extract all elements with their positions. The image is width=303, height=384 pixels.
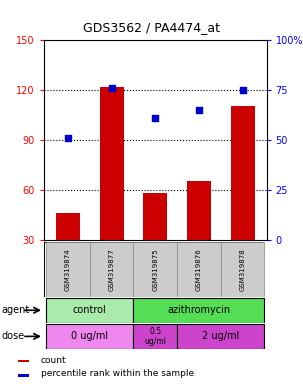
Text: GSM319874: GSM319874	[65, 248, 71, 291]
FancyBboxPatch shape	[90, 242, 133, 297]
Text: GSM319876: GSM319876	[196, 248, 202, 291]
Text: 0 ug/ml: 0 ug/ml	[71, 331, 108, 341]
FancyBboxPatch shape	[46, 298, 133, 323]
Text: percentile rank within the sample: percentile rank within the sample	[41, 369, 194, 378]
Text: GDS3562 / PA4474_at: GDS3562 / PA4474_at	[83, 21, 220, 34]
FancyBboxPatch shape	[133, 242, 177, 297]
Bar	[100, 86, 124, 240]
Bar	[56, 213, 80, 240]
Bar	[143, 193, 167, 240]
Bar	[187, 181, 211, 240]
Point	[240, 87, 245, 93]
FancyBboxPatch shape	[221, 242, 265, 297]
FancyBboxPatch shape	[133, 324, 177, 349]
Bar	[231, 106, 255, 240]
FancyBboxPatch shape	[46, 242, 90, 297]
FancyBboxPatch shape	[177, 242, 221, 297]
Point	[65, 135, 70, 141]
Text: 2 ug/ml: 2 ug/ml	[202, 331, 239, 341]
Text: GSM319875: GSM319875	[152, 248, 158, 291]
Text: count: count	[41, 356, 67, 365]
FancyBboxPatch shape	[44, 242, 262, 297]
Bar	[18, 374, 29, 377]
Text: azithromycin: azithromycin	[167, 305, 231, 315]
FancyBboxPatch shape	[133, 298, 265, 323]
FancyBboxPatch shape	[177, 324, 265, 349]
Text: dose: dose	[2, 331, 25, 341]
Bar	[18, 360, 29, 362]
Text: control: control	[73, 305, 107, 315]
Text: GSM319878: GSM319878	[240, 248, 246, 291]
Text: GSM319877: GSM319877	[108, 248, 115, 291]
Text: agent: agent	[2, 305, 30, 315]
Point	[109, 85, 114, 91]
Point	[197, 107, 201, 113]
Text: 0.5
ug/ml: 0.5 ug/ml	[144, 327, 166, 346]
Point	[153, 115, 158, 121]
FancyBboxPatch shape	[46, 324, 133, 349]
